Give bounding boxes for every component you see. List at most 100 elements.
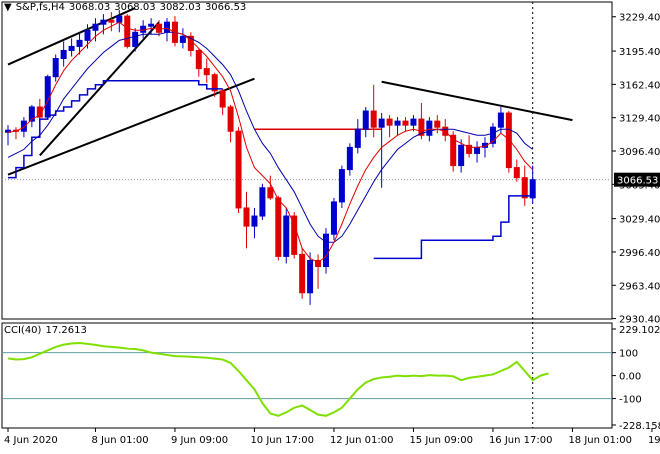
chart-header: ▼ S&P,fs,H4 3068.03 3068.03 3082.03 3066.53	[4, 2, 250, 13]
bear-candle	[36, 106, 43, 118]
candle-layer	[5, 10, 536, 305]
slow-ma-line	[7, 31, 534, 243]
bull-candle	[251, 215, 258, 227]
ohlc-open: 3068.03	[68, 2, 111, 13]
trendline	[7, 7, 136, 66]
bear-candle	[418, 118, 425, 136]
time-tick-label: 8 Jun 01:00	[91, 435, 148, 446]
bull-candle	[283, 215, 290, 257]
cci-header: CCI(40) 17.2613	[4, 325, 91, 336]
bull-candle	[132, 31, 139, 47]
cci-layer	[2, 341, 612, 417]
bull-candle	[76, 39, 83, 47]
bull-candle	[68, 45, 75, 51]
price-tick-label: 3229.40	[619, 13, 660, 24]
bear-candle	[505, 112, 512, 169]
price-tick-label: 3029.40	[619, 215, 660, 226]
bear-candle	[124, 15, 131, 47]
ohlc-high: 3068.03	[114, 2, 156, 13]
bear-candle	[434, 120, 441, 128]
price-tick-label: 2963.40	[619, 281, 660, 292]
bull-candle	[100, 19, 107, 25]
bear-candle	[267, 187, 274, 199]
bear-candle	[275, 197, 282, 257]
grid-layer	[2, 2, 612, 428]
bull-candle	[84, 29, 91, 41]
time-tick-label: 10 Jun 17:00	[250, 435, 314, 446]
cci-tick-label: -100	[619, 395, 642, 406]
bull-candle	[458, 144, 465, 167]
trendline	[381, 80, 573, 122]
bear-candle	[291, 215, 298, 255]
bear-candle	[219, 90, 226, 108]
time-tick-label: 12 Jun 01:00	[330, 435, 394, 446]
bull-candle	[474, 146, 481, 154]
bull-candle	[497, 112, 504, 128]
price-pane	[1, 1, 613, 320]
trendline	[39, 21, 160, 157]
price-tick-label: 3096.40	[619, 147, 660, 158]
price-tick-label: 2996.40	[619, 248, 660, 259]
triangle-down-icon: ▼	[4, 2, 12, 13]
bear-candle	[235, 130, 242, 209]
price-tick-label: 3129.40	[619, 114, 660, 125]
bull-candle	[330, 201, 337, 235]
bull-candle	[338, 169, 345, 203]
ohlc-close: 3066.53	[204, 2, 247, 13]
bull-candle	[52, 58, 59, 78]
bull-candle	[92, 23, 99, 31]
cci-label: CCI(40)	[4, 325, 42, 336]
bull-candle	[140, 25, 147, 33]
time-tick-label: 9 Jun 09:00	[171, 435, 228, 446]
bear-candle	[315, 259, 322, 268]
price-tick-label: 3162.40	[619, 80, 660, 91]
trendline	[7, 77, 255, 176]
bull-candle	[362, 110, 369, 130]
bear-candle	[466, 144, 473, 154]
axis-layer: 3229.403195.403162.403129.403096.403063.…	[4, 13, 660, 446]
time-tick-label: 4 Jun 2020	[4, 435, 58, 446]
cci-tick-label: 0.00	[619, 372, 641, 383]
bull-candle	[116, 15, 123, 23]
cci-tick-label: 100	[619, 349, 638, 360]
bear-candle	[211, 74, 218, 92]
time-tick-label: 15 Jun 09:00	[409, 435, 473, 446]
bull-candle	[5, 129, 11, 133]
bull-candle	[307, 259, 314, 294]
cci-value: 17.2613	[45, 325, 87, 336]
bear-candle	[243, 207, 250, 227]
bear-candle	[513, 167, 520, 179]
bull-candle	[164, 21, 170, 33]
bear-candle	[195, 49, 202, 70]
cci-line	[7, 341, 549, 417]
bull-candle	[148, 23, 155, 27]
fast-ma-line	[7, 21, 534, 264]
stop-line	[8, 79, 223, 179]
time-tick-label: 19 Jun 09:00	[648, 435, 660, 446]
bull-candle	[394, 120, 401, 126]
bear-candle	[386, 118, 393, 126]
time-tick-label: 18 Jun 01:00	[568, 435, 632, 446]
bull-candle	[259, 187, 266, 217]
bull-candle	[489, 126, 496, 144]
price-tag-label: 3066.53	[617, 176, 658, 187]
bull-candle	[354, 128, 361, 148]
bear-candle	[203, 68, 210, 76]
bull-candle	[20, 120, 27, 132]
bull-candle	[179, 35, 186, 43]
symbol-label: S&P,fs,H4	[15, 2, 65, 13]
bull-candle	[60, 49, 67, 60]
ma-layer	[7, 21, 534, 264]
bear-candle	[108, 19, 115, 23]
bear-candle	[402, 120, 409, 126]
bull-candle	[529, 179, 536, 199]
bull-candle	[323, 233, 329, 268]
bull-candle	[378, 118, 385, 128]
bull-candle	[426, 120, 433, 136]
price-tag-box	[614, 172, 660, 187]
cci-tick-label: 229.1027	[619, 325, 660, 336]
bull-candle	[28, 106, 35, 122]
bear-candle	[450, 134, 457, 167]
